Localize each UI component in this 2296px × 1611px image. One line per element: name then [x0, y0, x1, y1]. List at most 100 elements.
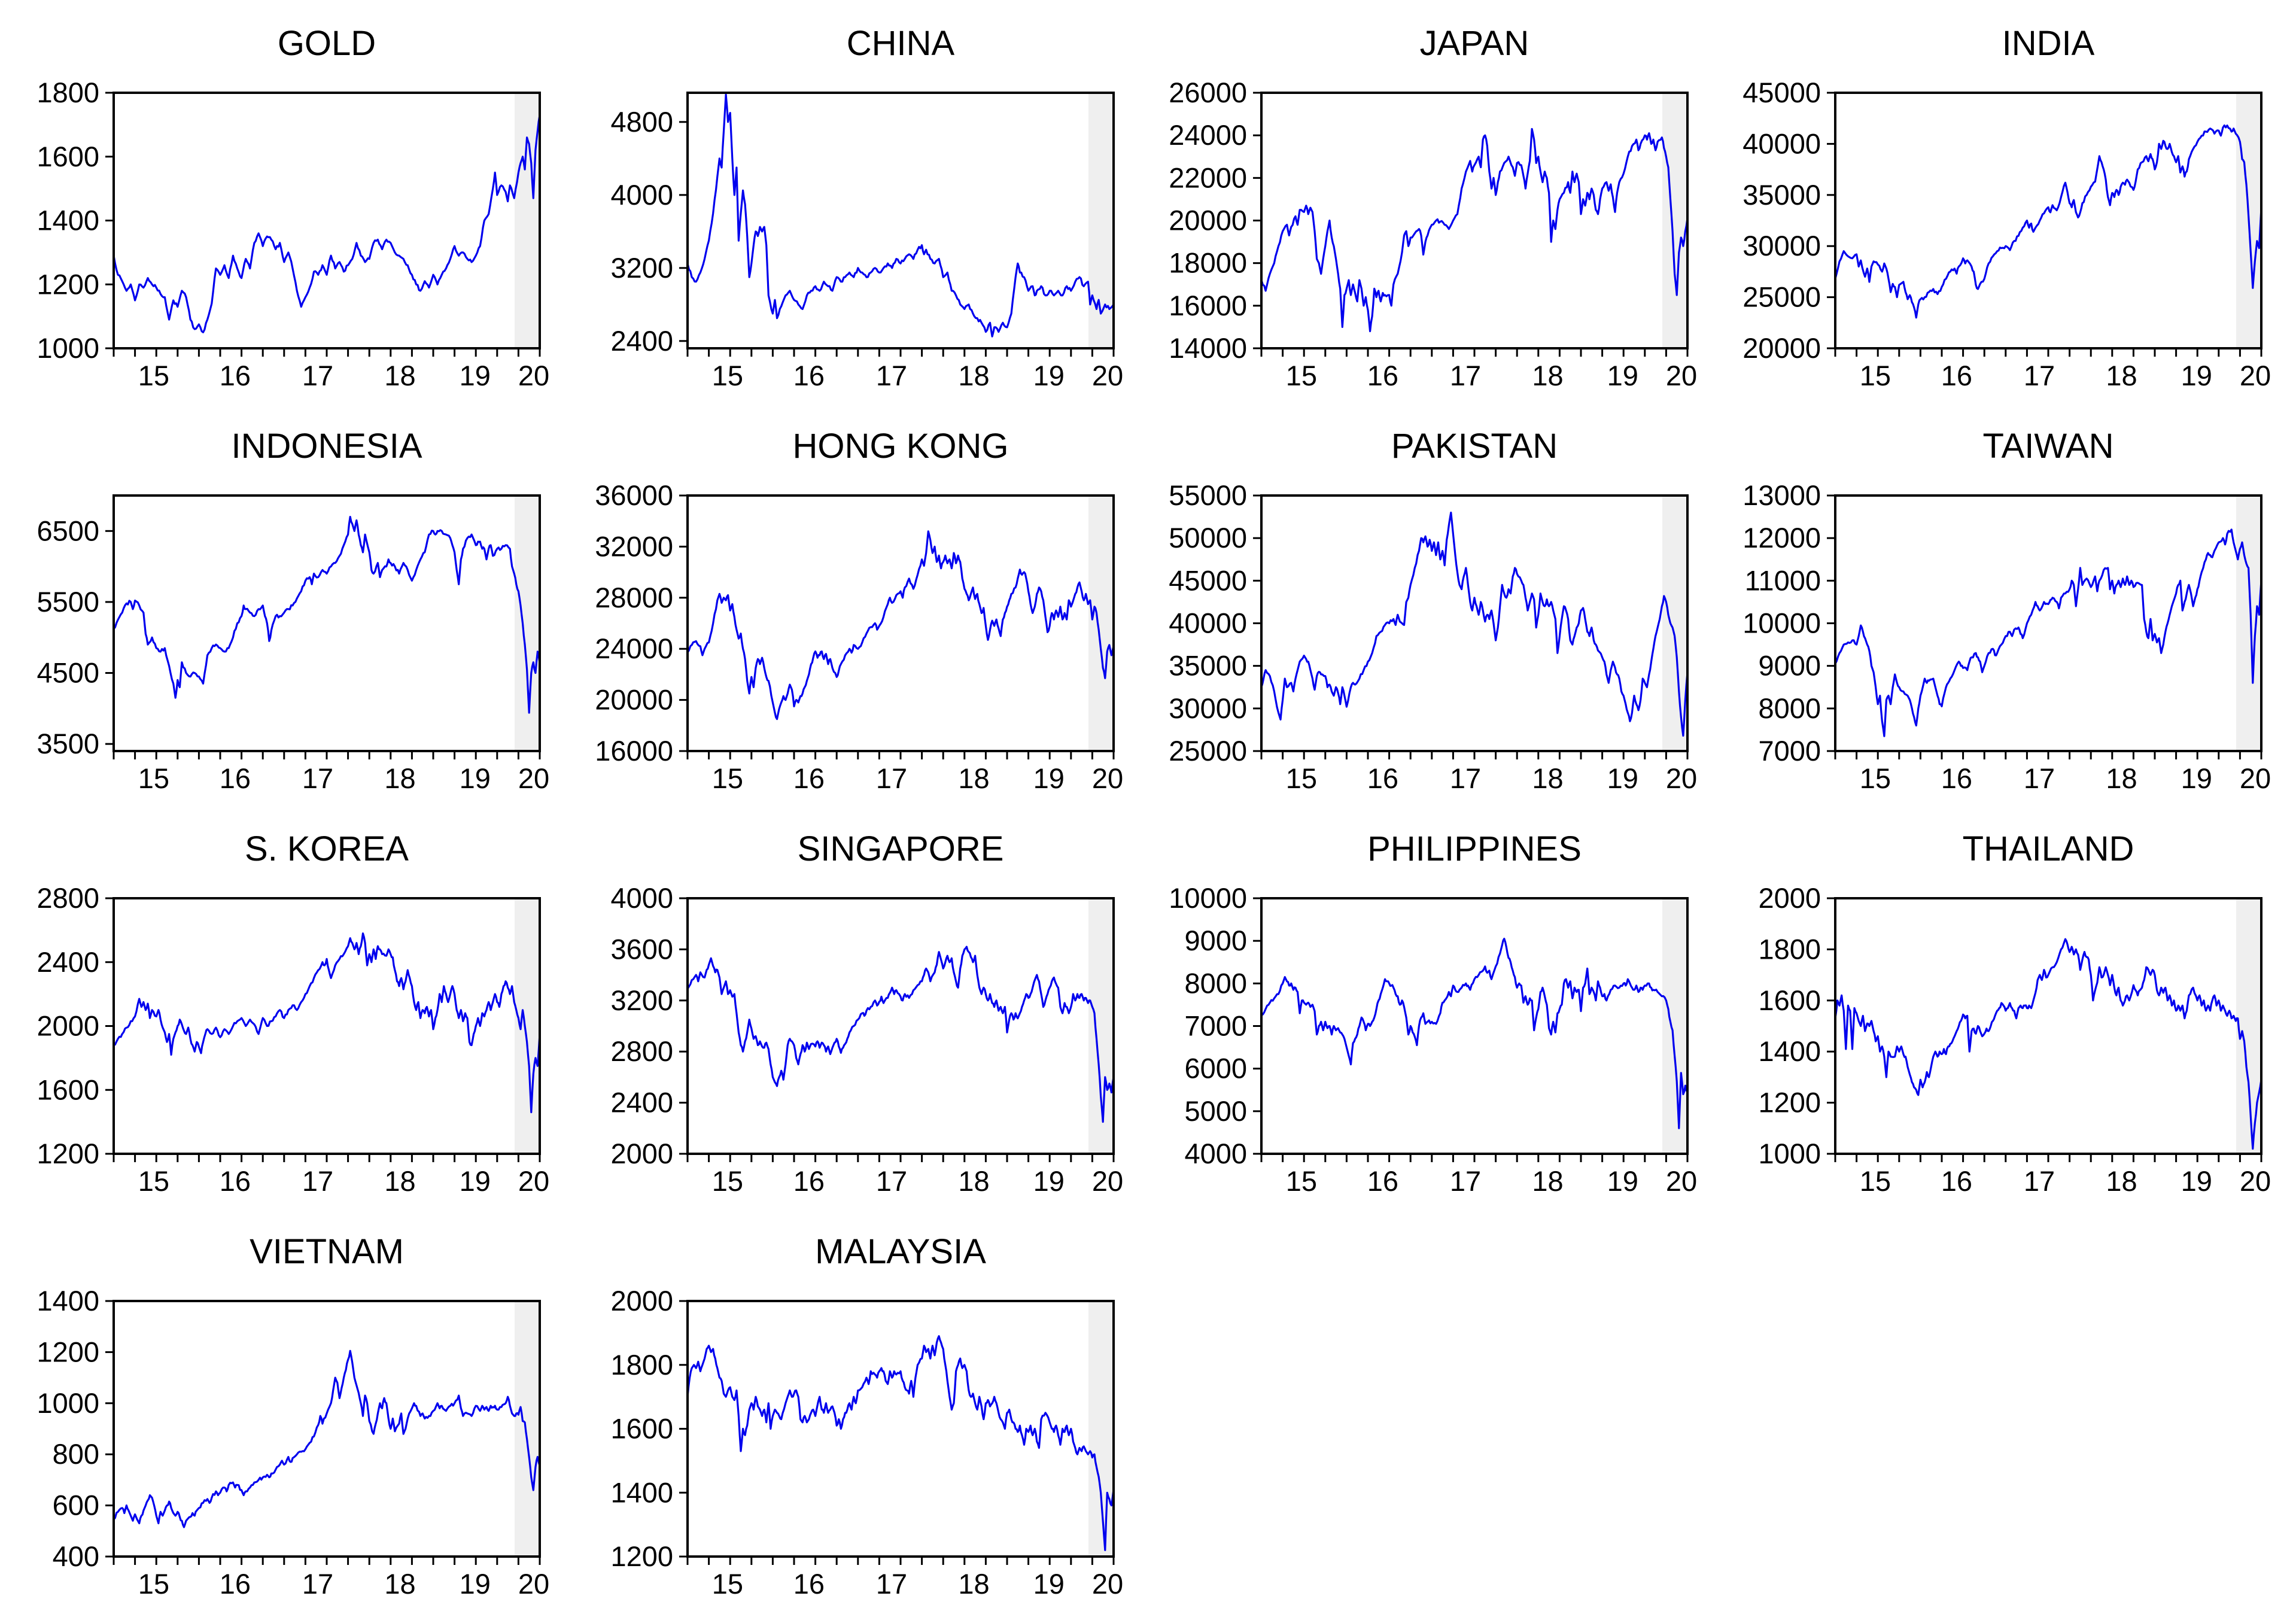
y-tick-label: 1600 [37, 1074, 99, 1105]
x-tick-label: 20 [2240, 762, 2271, 794]
x-tick-label: 20 [518, 762, 549, 794]
x-axis: 15 16 17 18 19 20 [1260, 1154, 1697, 1197]
x-tick-label: 16 [793, 1568, 825, 1600]
y-tick-label: 2000 [37, 1010, 99, 1042]
forecast-shade-band [1088, 496, 1114, 751]
x-tick-label: 19 [2181, 360, 2212, 391]
chart-cell-hong-kong: HONG KONG 16000 20000 24000 28000 32000 36000 1… [574, 403, 1148, 806]
x-tick-label: 15 [138, 1568, 169, 1600]
x-tick-label: 18 [958, 1568, 989, 1600]
price-line [114, 114, 540, 333]
y-tick-label: 12000 [1742, 522, 1821, 554]
x-axis: 15 16 17 18 19 20 [686, 1557, 1123, 1600]
x-tick-label: 19 [1607, 762, 1638, 794]
plot-border [686, 1300, 1115, 1558]
y-tick-label: 6500 [37, 515, 99, 546]
x-tick-label: 18 [2106, 762, 2137, 794]
y-tick-label: 1800 [1758, 933, 1821, 965]
chart-cell-taiwan: TAIWAN 7000 8000 9000 10000 11000 12000 13000 15… [1722, 403, 2295, 806]
plot-border [1260, 897, 1689, 1155]
chart-title: JAPAN [1420, 24, 1529, 63]
y-axis: 2400 3200 4000 4800 [610, 106, 688, 357]
y-tick-label: 20000 [595, 684, 673, 716]
price-line [1261, 511, 1687, 737]
x-tick-label: 19 [1033, 762, 1065, 794]
y-tick-label: 5500 [37, 586, 99, 618]
chart-plot: JAPAN 14000 16000 18000 20000 22000 24000 26000… [1169, 24, 1697, 391]
x-tick-label: 19 [460, 1165, 491, 1197]
y-tick-label: 50000 [1169, 522, 1247, 554]
x-tick-label: 17 [1450, 1165, 1481, 1197]
y-tick-label: 1200 [37, 1336, 99, 1367]
x-tick-label: 20 [2240, 1165, 2271, 1197]
x-tick-label: 16 [220, 360, 251, 391]
price-line [1835, 124, 2261, 319]
y-tick-label: 36000 [595, 479, 673, 511]
forecast-shade-band [1088, 898, 1114, 1154]
forecast-shade-band [1662, 496, 1687, 751]
y-tick-label: 400 [53, 1540, 99, 1572]
chart-title: GOLD [278, 24, 376, 63]
y-tick-label: 7000 [1758, 735, 1821, 767]
y-tick-label: 10000 [1742, 607, 1821, 639]
x-tick-label: 15 [712, 1165, 743, 1197]
x-tick-label: 18 [384, 762, 415, 794]
x-tick-label: 18 [958, 360, 989, 391]
chart-plot: CHINA 2400 3200 4000 4800 15 16 17 18 19 20 [610, 24, 1123, 391]
y-tick-label: 4000 [610, 179, 673, 211]
x-tick-label: 17 [302, 762, 333, 794]
y-tick-label: 4000 [1184, 1138, 1247, 1169]
y-tick-label: 1800 [610, 1349, 673, 1381]
y-tick-label: 1200 [1758, 1087, 1821, 1118]
x-tick-label: 15 [138, 762, 169, 794]
y-tick-label: 3200 [610, 984, 673, 1016]
x-axis: 15 16 17 18 19 20 [1834, 751, 2271, 794]
chart-title: PHILIPPINES [1367, 829, 1582, 868]
y-tick-label: 45000 [1742, 77, 1821, 108]
x-tick-label: 19 [1607, 1165, 1638, 1197]
y-tick-label: 14000 [1169, 332, 1247, 364]
x-tick-label: 15 [712, 360, 743, 391]
x-tick-label: 15 [712, 762, 743, 794]
x-tick-label: 19 [1607, 360, 1638, 391]
x-tick-label: 16 [793, 360, 825, 391]
y-tick-label: 1400 [37, 1285, 99, 1317]
x-tick-label: 15 [1860, 762, 1891, 794]
x-tick-label: 16 [220, 1165, 251, 1197]
x-tick-label: 19 [460, 762, 491, 794]
chart-cell-vietnam: VIETNAM 400 600 800 1000 1200 1400 15 16 17 18 19 20 [0, 1208, 574, 1611]
plot-border [1260, 92, 1689, 349]
x-tick-label: 17 [2024, 1165, 2055, 1197]
x-tick-label: 18 [384, 360, 415, 391]
chart-plot: MALAYSIA 1200 1400 1600 1800 2000 15 16 17 18 19 20 [610, 1232, 1123, 1600]
chart-cell-indonesia: INDONESIA 3500 4500 5500 6500 15 16 17 18 19 20 [0, 403, 574, 806]
y-tick-label: 18000 [1169, 247, 1247, 279]
chart-plot: S. KOREA 1200 1600 2000 2400 2800 15 16 17 18 19 20 [37, 829, 549, 1197]
x-tick-label: 20 [1092, 1165, 1123, 1197]
y-tick-label: 20000 [1742, 332, 1821, 364]
chart-title: S. KOREA [245, 829, 409, 868]
x-axis: 15 16 17 18 19 20 [1260, 751, 1697, 794]
price-line [1835, 938, 2261, 1150]
y-tick-label: 1600 [1758, 984, 1821, 1016]
y-axis: 400 600 800 1000 1200 1400 [37, 1285, 114, 1572]
y-tick-label: 25000 [1742, 281, 1821, 313]
y-tick-label: 2400 [610, 1087, 673, 1118]
y-axis: 1000 1200 1400 1600 1800 2000 [1758, 882, 1835, 1169]
plot-border [112, 92, 541, 349]
x-tick-label: 19 [1033, 1165, 1065, 1197]
forecast-shade-band [1662, 93, 1687, 348]
x-tick-label: 17 [876, 762, 907, 794]
y-tick-label: 2400 [37, 946, 99, 978]
price-line [688, 93, 1114, 338]
chart-cell-thailand: THAILAND 1000 1200 1400 1600 1800 2000 15 16 17 18… [1722, 806, 2295, 1208]
x-tick-label: 15 [712, 1568, 743, 1600]
forecast-shade-band [1088, 1301, 1114, 1557]
price-line [114, 932, 540, 1114]
price-line [688, 1335, 1114, 1551]
x-tick-label: 20 [518, 1165, 549, 1197]
y-tick-label: 1200 [610, 1540, 673, 1572]
y-tick-label: 1400 [1758, 1035, 1821, 1067]
x-tick-label: 18 [1532, 1165, 1563, 1197]
